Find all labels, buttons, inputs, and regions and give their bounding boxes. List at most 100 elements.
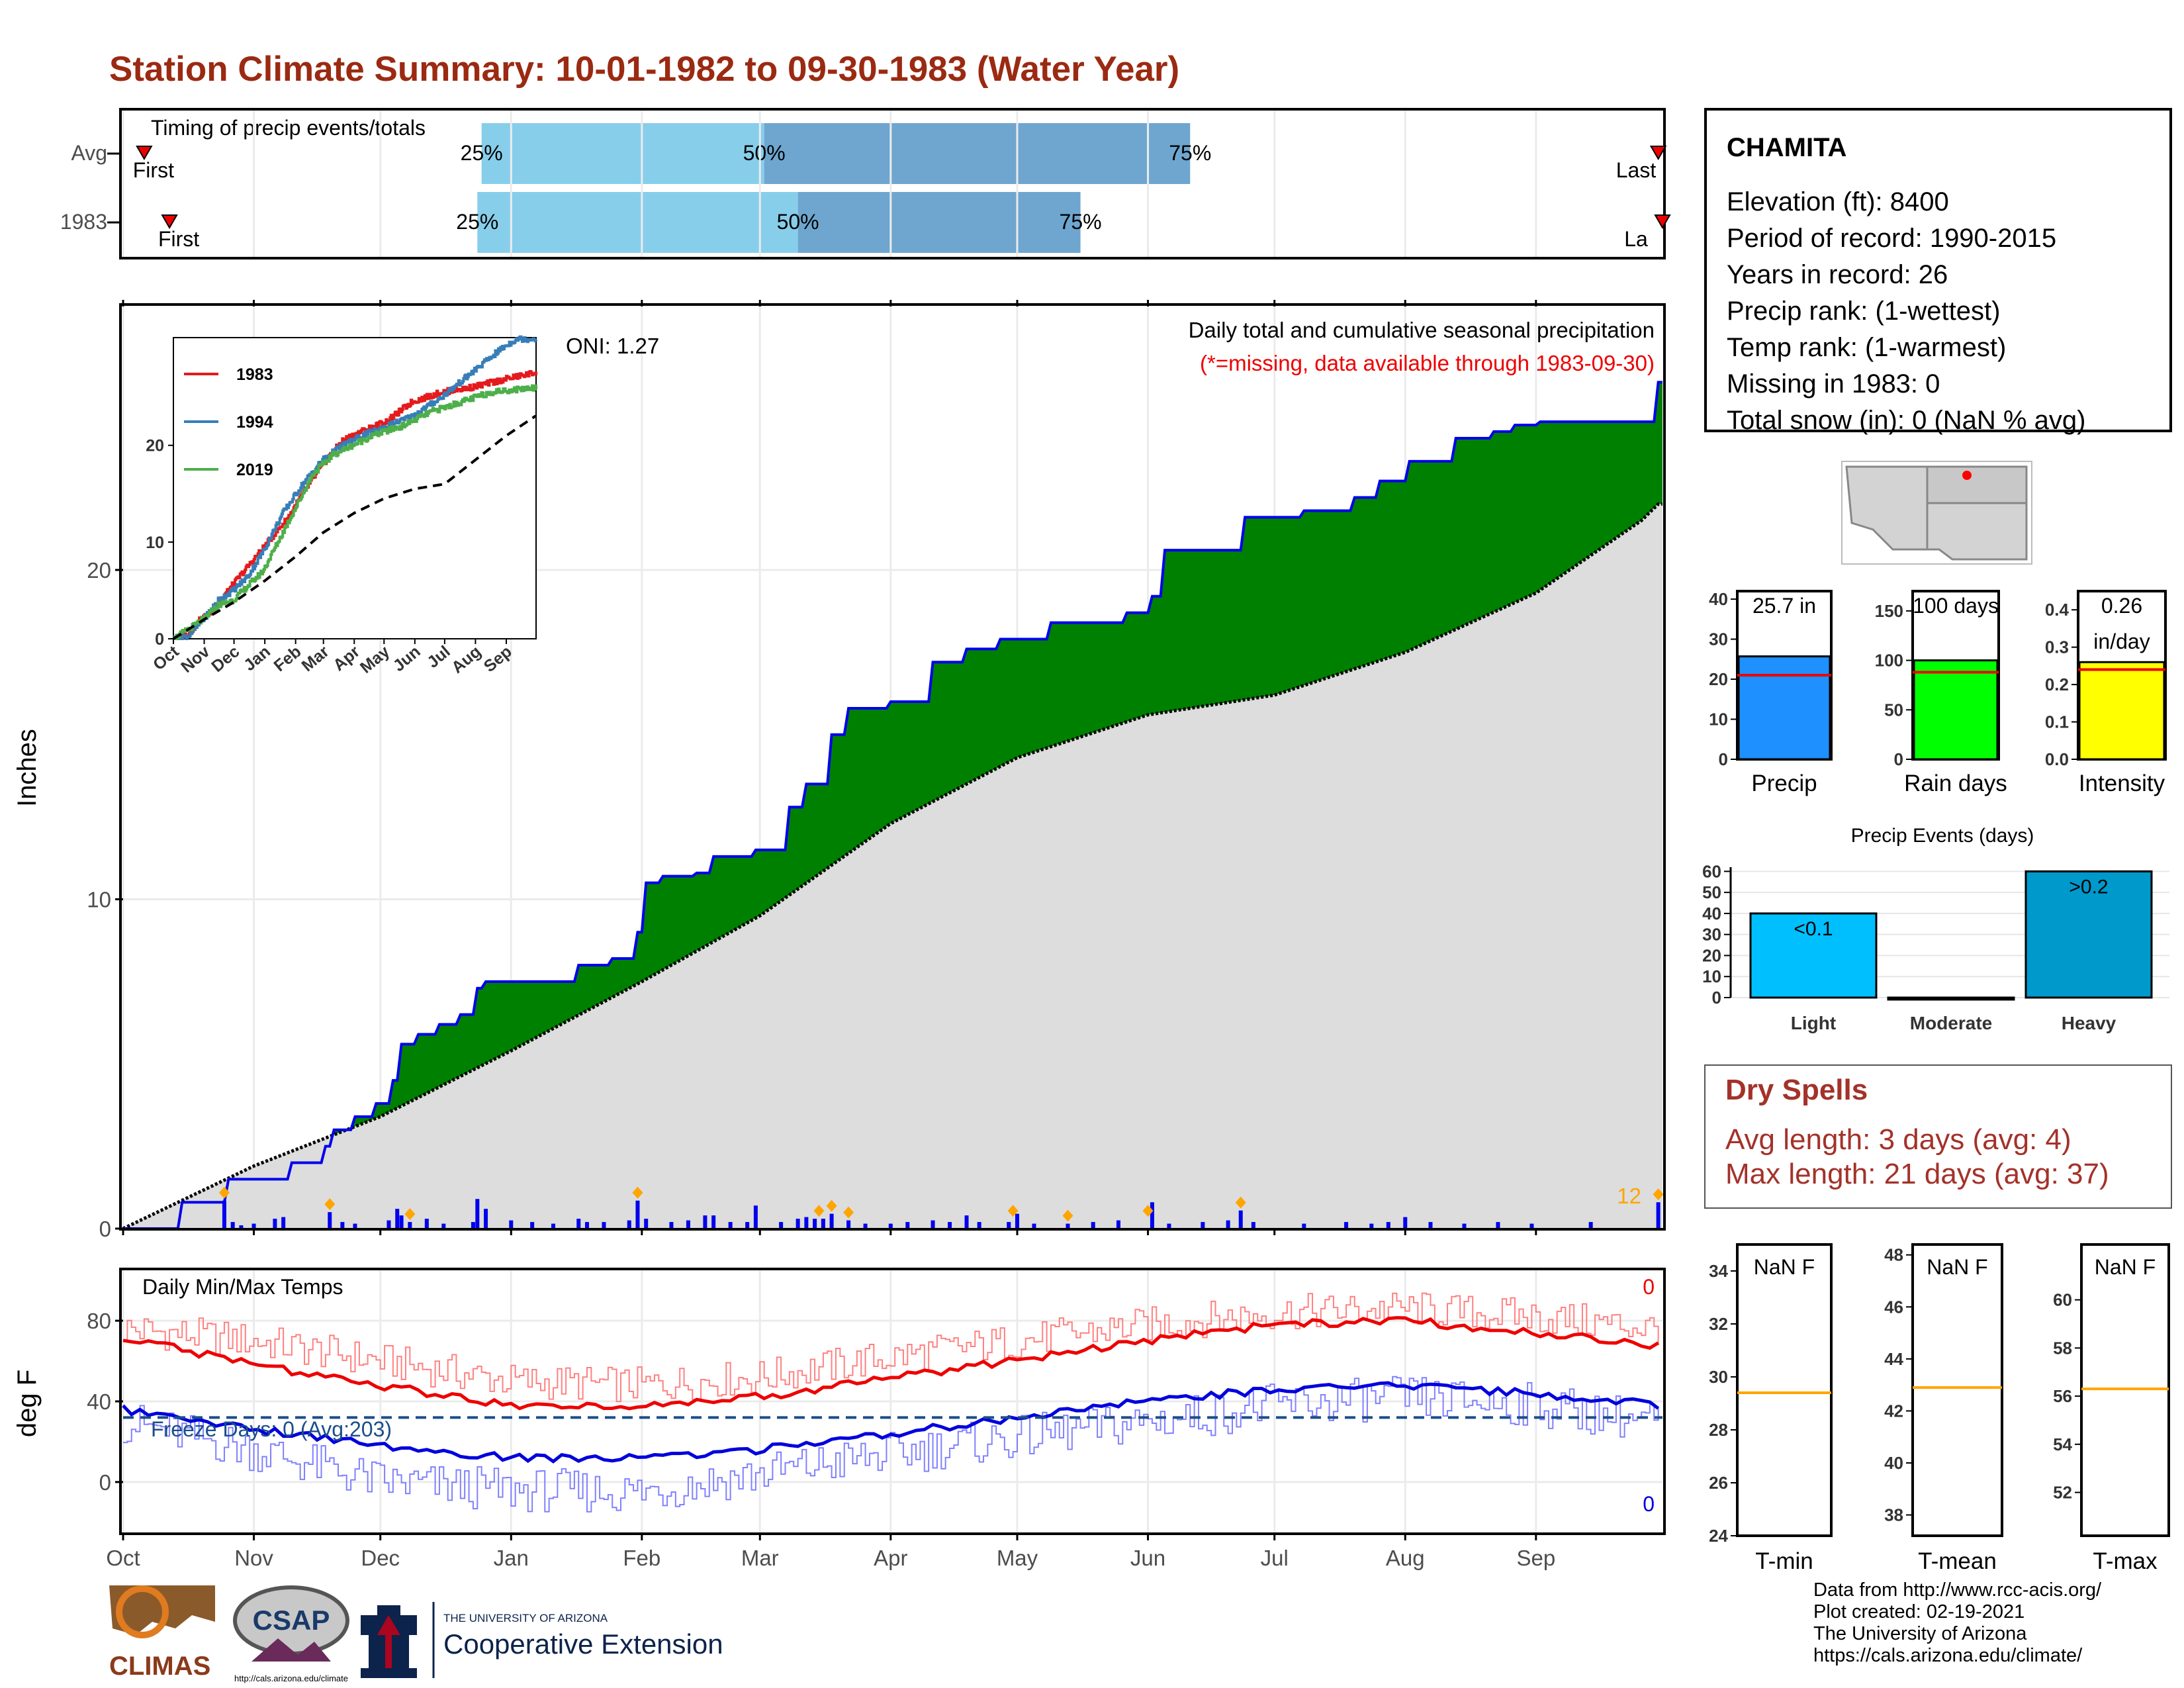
precip-normal-line: [122, 502, 1662, 1231]
footer-data-source: Data from http://www.rcc-acis.org/: [1813, 1579, 2102, 1601]
mini-chart-y-tick-label: 0: [1894, 749, 1903, 769]
precip-chart-subtitle: (*=missing, data available through 1983-…: [1200, 351, 1655, 375]
events-category-label: Light: [1791, 1013, 1836, 1033]
events-bar-label: >0.2: [2069, 876, 2108, 898]
mini-chart-y-tick-label: 10: [1709, 710, 1728, 729]
temp-box-y-tick-label: 60: [2053, 1290, 2072, 1310]
precip-panel: Daily total and cumulative seasonal prec…: [13, 300, 1666, 1241]
temp-summary-charts: NaN F T-min 24 26 28 30 32 34 NaN F T-mean 38 40 42 4…: [1709, 1243, 2170, 1574]
ua-extension-text: Cooperative Extension: [443, 1628, 723, 1660]
mini-chart-value-label: 25.7 in: [1752, 594, 1816, 618]
temp-box-y-tick-label: 32: [1709, 1314, 1728, 1334]
daily-precip-bar: [846, 1220, 851, 1229]
heavy-precip-marker: [813, 1205, 825, 1217]
timing-percent-label: 75%: [1169, 141, 1211, 165]
station-name: CHAMITA: [1727, 133, 1847, 162]
daily-precip-bar: [1066, 1223, 1070, 1229]
state-map: [1841, 461, 2032, 565]
last-event-marker: [1649, 146, 1667, 160]
mini-chart-category: Intensity: [2079, 771, 2165, 796]
daily-precip-bar: [977, 1222, 981, 1229]
station-precip-rank: Precip rank: (1-wettest): [1727, 297, 2001, 326]
ua-university-text: THE UNIVERSITY OF ARIZONA: [443, 1612, 608, 1624]
daily-precip-bar: [602, 1222, 606, 1229]
timing-percent-label: 50%: [777, 210, 819, 234]
daily-precip-bar: [686, 1220, 690, 1229]
temp-y-axis-label: deg F: [13, 1370, 42, 1437]
temp-box-y-tick-label: 56: [2053, 1386, 2072, 1406]
inset-legend-label: 1994: [236, 413, 273, 432]
station-info-box: CHAMITA Elevation (ft): 8400 Period of r…: [1704, 108, 2172, 435]
last-event-label: Last: [1616, 158, 1657, 182]
precip-y-tick-label: 10: [87, 888, 111, 912]
mini-chart-unit-label: in/day: [2093, 630, 2150, 653]
dry-spells-title: Dry Spells: [1725, 1074, 1868, 1106]
tmax-daily-line: [123, 1292, 1659, 1403]
inset-legend-label: 1983: [236, 365, 273, 384]
timing-percent-label: 25%: [461, 141, 503, 165]
temp-box-y-tick-label: 30: [1709, 1367, 1728, 1387]
timing-panel: Timing of precip events/totals Avg 25% 50%…: [60, 108, 1671, 259]
temp-y-tick-label: 0: [99, 1470, 111, 1495]
daily-precip-bar: [1015, 1213, 1019, 1229]
footer-plot-created: Plot created: 02-19-2021: [1813, 1601, 2025, 1622]
inset-legend-label: 2019: [236, 461, 273, 479]
temp-box-value-label: NaN F: [1927, 1255, 1987, 1279]
daily-precip-bar: [829, 1213, 834, 1229]
temp-box-y-tick-label: 26: [1709, 1473, 1728, 1493]
timing-percent-label: 25%: [456, 210, 498, 234]
events-y-tick-label: 40: [1702, 904, 1721, 923]
first-event-marker: [136, 146, 153, 160]
timing-row-label: Avg: [71, 141, 107, 165]
daily-precip-bar: [281, 1217, 286, 1229]
events-y-tick-label: 0: [1712, 988, 1721, 1008]
daily-precip-bar: [222, 1200, 226, 1229]
timing-bar-25-50: [477, 192, 798, 253]
inset-y-tick-label: 20: [146, 437, 164, 455]
daily-precip-bar: [1496, 1222, 1500, 1229]
daily-precip-bar: [627, 1220, 631, 1229]
timing-row-label: 1983: [60, 210, 107, 234]
mini-chart-bar: [2078, 661, 2165, 761]
dry-spells-box: Dry Spells Avg length: 3 days (avg: 4) M…: [1704, 1064, 2172, 1209]
precip-y-axis-label: Inches: [13, 729, 42, 807]
logo-csap: CSAP http://cals.arizona.edu/climate: [233, 1585, 349, 1683]
precip-normal-area: [123, 504, 1662, 1229]
daily-precip-bar: [230, 1222, 235, 1229]
temp-box-frame: [1736, 1243, 1833, 1537]
daily-precip-bar: [1226, 1220, 1230, 1229]
daily-precip-bar: [1369, 1223, 1374, 1229]
mini-chart-y-tick-label: 0.1: [2045, 712, 2069, 732]
temp-box-category: T-mean: [1918, 1548, 1997, 1574]
page-title: Station Climate Summary: 10-01-1982 to 0…: [109, 50, 1180, 89]
daily-precip-bar: [779, 1222, 784, 1229]
first-event-label: First: [158, 227, 199, 251]
precip-events-title: Precip Events (days): [1851, 825, 2034, 847]
temp-box-y-tick-label: 46: [1884, 1297, 1903, 1317]
daily-precip-bar: [353, 1223, 357, 1229]
daily-precip-bar: [635, 1200, 640, 1229]
daily-precip-bar: [964, 1215, 969, 1229]
daily-precip-bar: [669, 1222, 674, 1229]
events-bar: [1749, 912, 1878, 999]
tmin-count-label: 0: [1643, 1492, 1655, 1516]
daily-precip-bar: [399, 1215, 404, 1229]
month-axis-label: Apr: [874, 1546, 907, 1570]
month-axis-label: Dec: [361, 1546, 400, 1570]
daily-precip-bar: [1428, 1222, 1433, 1229]
inset-y-tick-label: 10: [146, 534, 164, 552]
timing-bar-50-75: [797, 192, 1081, 253]
first-event-marker: [161, 214, 178, 229]
daily-precip-bar: [703, 1215, 707, 1229]
precip-cumulative-line: [123, 381, 1662, 1230]
daily-precip-bar: [1403, 1217, 1408, 1229]
month-axis-label: May: [997, 1546, 1038, 1570]
station-elevation: Elevation (ft): 8400: [1727, 187, 1949, 216]
daily-precip-bar: [753, 1205, 758, 1229]
mini-chart-bar: [1913, 659, 1999, 761]
station-temp-rank: Temp rank: (1-warmest): [1727, 333, 2007, 362]
daily-precip-bar: [888, 1223, 893, 1229]
